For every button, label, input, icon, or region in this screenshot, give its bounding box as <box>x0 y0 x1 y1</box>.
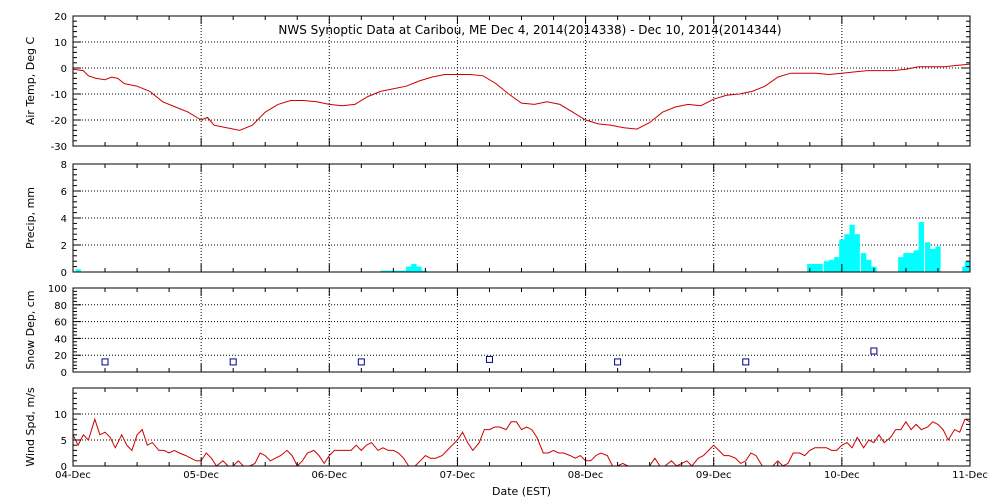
data-point <box>229 358 237 366</box>
y-tick-label: 20 <box>54 12 67 23</box>
precip-bar <box>903 253 909 272</box>
x-tick-label: 08-Dec <box>568 470 604 481</box>
precip-bar <box>866 259 872 272</box>
precip-bar <box>385 270 391 272</box>
precip-bar <box>935 246 941 272</box>
precip-bar <box>844 234 850 272</box>
precip-bar <box>918 222 924 272</box>
precip-bar <box>849 224 855 272</box>
data-point <box>742 358 750 366</box>
chart-title: NWS Synoptic Data at Caribou, ME Dec 4, … <box>278 23 781 37</box>
precip-bar <box>817 263 823 272</box>
panel-wind-speed: 0 5 10 Wind Spd, m/s 04-Dec 05-Dec 06-Dec 07-De… <box>24 387 988 481</box>
precip-bar <box>75 269 81 272</box>
series-wind-speed <box>73 417 970 466</box>
precip-bar <box>416 266 422 272</box>
y-tick-label: 0 <box>61 268 67 279</box>
y-axis-label: Precip, mm <box>24 187 37 249</box>
y-axis-label: Air Temp, Deg C <box>24 37 37 126</box>
y-tick-label: 40 <box>54 334 67 345</box>
panel-frame <box>72 287 971 373</box>
x-tick-label: 11-Dec <box>952 470 988 481</box>
precip-bar <box>834 257 840 272</box>
precip-bar <box>421 270 427 272</box>
y-tick-label: 100 <box>48 284 67 295</box>
panel-air-temp: -30 -20 -10 0 10 20 Air Temp, Deg C <box>24 12 971 153</box>
precip-bar <box>898 257 904 272</box>
y-tick-label: 0 <box>61 462 67 473</box>
x-tick-label: 06-Dec <box>311 470 347 481</box>
x-tick-label: 07-Dec <box>440 470 476 481</box>
y-tick-label: 60 <box>54 318 67 329</box>
precip-bar <box>925 242 931 272</box>
precip-bar <box>908 253 914 272</box>
y-axis-label: Snow Dep, cm <box>24 290 37 369</box>
y-tick-label: 6 <box>61 187 67 198</box>
precip-bar <box>839 239 845 272</box>
precip-bar <box>411 263 417 272</box>
precip-bar <box>812 263 818 272</box>
x-axis-label: Date (EST) <box>492 485 551 498</box>
precip-bar <box>395 270 402 272</box>
precip-bar <box>913 250 919 272</box>
precip-bar <box>854 234 860 272</box>
data-point <box>101 358 109 366</box>
precip-bar <box>930 249 936 272</box>
series-line <box>73 417 970 466</box>
data-point <box>870 347 878 355</box>
y-tick-label: 80 <box>54 301 67 312</box>
panel-snow-depth: 0 20 40 60 80 100 Snow Dep, cm <box>24 284 971 379</box>
precip-bar <box>807 263 813 272</box>
y-tick-label: 5 <box>61 436 67 447</box>
y-tick-label: 2 <box>61 241 67 252</box>
precip-bar <box>406 266 412 272</box>
series-precip <box>75 222 970 272</box>
panel-precip: 0 2 4 6 8 Precip, mm <box>24 160 971 279</box>
y-tick-label: -10 <box>51 90 67 101</box>
precip-bar <box>828 259 835 272</box>
y-tick-label: 0 <box>61 64 67 75</box>
y-tick-label: 20 <box>54 351 67 362</box>
series-air-temp <box>73 63 970 131</box>
data-point <box>485 355 493 363</box>
data-point <box>357 358 365 366</box>
x-tick-label: 09-Dec <box>696 470 732 481</box>
precip-bar <box>823 261 830 272</box>
x-tick-label: 10-Dec <box>824 470 860 481</box>
precip-bar <box>860 253 867 272</box>
y-tick-label: -20 <box>51 116 67 127</box>
x-tick-label: 05-Dec <box>183 470 219 481</box>
precip-bar <box>400 270 407 272</box>
data-point <box>614 358 622 366</box>
series-snow-depth <box>101 347 878 366</box>
x-tick-label: 04-Dec <box>55 470 91 481</box>
series-line <box>73 63 970 131</box>
y-axis-label: Wind Spd, m/s <box>24 387 37 467</box>
y-tick-label: 0 <box>61 368 67 379</box>
y-tick-label: 8 <box>61 160 67 171</box>
y-tick-label: 10 <box>54 38 67 49</box>
precip-bar <box>380 270 386 272</box>
y-tick-label: 4 <box>61 214 67 225</box>
y-tick-label: -30 <box>51 142 67 153</box>
y-tick-label: 10 <box>54 410 67 421</box>
